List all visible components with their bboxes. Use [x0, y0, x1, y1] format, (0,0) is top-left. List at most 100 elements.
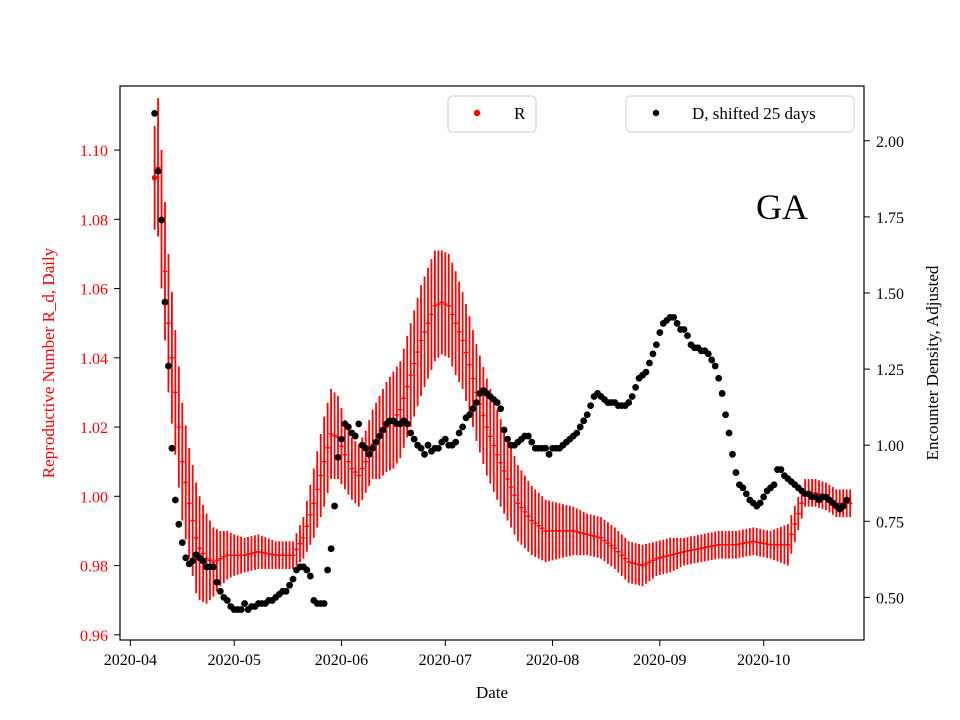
d-point	[583, 411, 591, 419]
state-label: GA	[756, 187, 808, 227]
plot-frame	[119, 85, 865, 641]
d-point	[213, 578, 221, 586]
d-point	[158, 216, 165, 224]
d-point	[493, 399, 501, 406]
d-point	[286, 581, 293, 589]
d-point	[175, 520, 183, 528]
d-point	[587, 402, 595, 410]
d-point	[711, 362, 719, 370]
legend-d-box	[625, 95, 855, 133]
y-right-tick-label: 1.25	[876, 362, 904, 379]
y-axis-right-label: Encounter Density, Adjusted	[923, 265, 942, 460]
d-point	[434, 444, 442, 452]
legend-d-label: D, shifted 25 days	[692, 104, 816, 123]
d-point	[237, 606, 245, 613]
d-point	[161, 298, 169, 306]
d-point	[756, 499, 764, 507]
d-point	[331, 502, 338, 510]
d-point	[241, 600, 248, 607]
d-series	[151, 109, 851, 613]
d-point	[417, 444, 425, 452]
d-point	[497, 405, 505, 413]
d-point	[573, 429, 581, 437]
y-left-tick-label: 1.06	[80, 282, 108, 299]
d-point	[216, 587, 224, 595]
x-tick-label: 2020-04	[104, 652, 157, 669]
legend-r: R	[447, 95, 537, 133]
d-point	[580, 417, 588, 425]
d-point	[656, 329, 664, 336]
d-point	[718, 390, 726, 397]
d-point	[182, 554, 190, 562]
y-right-tick-label: 2.00	[876, 134, 904, 151]
x-tick-label: 2020-05	[208, 652, 261, 669]
d-point	[210, 563, 217, 571]
y-left-tick-label: 0.98	[80, 559, 108, 576]
d-point	[545, 450, 553, 458]
d-point	[168, 444, 176, 452]
d-point	[355, 420, 363, 428]
d-point	[165, 362, 172, 370]
d-point	[421, 450, 428, 458]
y-right-tick-label: 1.75	[876, 210, 904, 227]
d-point	[372, 438, 380, 446]
d-point	[151, 109, 159, 117]
d-point	[725, 429, 733, 437]
d-point	[365, 450, 373, 458]
d-point	[628, 393, 636, 400]
legend-d: D, shifted 25 days	[625, 95, 855, 133]
d-point	[171, 496, 179, 504]
d-point	[777, 466, 785, 473]
d-point	[504, 435, 511, 443]
x-tick-label: 2020-07	[419, 652, 472, 669]
d-point	[410, 435, 418, 443]
d-point	[351, 432, 359, 440]
d-point	[760, 493, 768, 501]
d-point	[739, 484, 747, 492]
d-point	[344, 423, 352, 431]
d-point	[376, 432, 383, 440]
d-point	[154, 167, 162, 175]
d-point	[407, 429, 415, 437]
d-point	[684, 332, 691, 340]
d-point	[324, 566, 332, 574]
d-point	[455, 429, 463, 437]
d-point	[469, 405, 477, 413]
d-point	[306, 572, 314, 580]
y-right-tick-label: 0.75	[876, 514, 904, 531]
d-point	[642, 368, 650, 376]
d-point	[542, 444, 550, 452]
d-point	[369, 444, 377, 452]
y-left-tick-label: 0.96	[80, 628, 108, 645]
d-point	[715, 374, 723, 382]
d-point	[338, 435, 345, 443]
d-point	[704, 350, 712, 358]
d-point	[327, 545, 335, 553]
y-right-tick-label: 1.00	[876, 438, 904, 455]
d-point	[459, 423, 466, 431]
d-point	[742, 490, 750, 498]
d-point	[303, 566, 311, 574]
d-point	[729, 450, 736, 458]
d-point	[223, 597, 231, 604]
y-right-tick-label: 1.50	[876, 286, 904, 303]
d-point	[379, 426, 387, 434]
y-axis-left-label: Reproductive Number R_d, Daily	[39, 247, 58, 478]
d-point	[576, 423, 584, 431]
d-point	[625, 399, 633, 406]
y-axis-left: 0.96 0.98 1.00 1.02 1.04 1.06 1.08 1.10	[80, 143, 120, 645]
plot-area	[151, 98, 853, 613]
legend-r-marker	[473, 109, 481, 117]
y-left-tick-label: 1.00	[80, 489, 108, 506]
x-axis-label: Date	[476, 683, 508, 702]
x-tick-label: 2020-09	[633, 652, 686, 669]
d-point	[199, 557, 207, 565]
d-point	[320, 600, 328, 607]
d-point	[524, 432, 532, 440]
y-left-tick-label: 1.10	[80, 143, 108, 160]
y-left-tick-label: 1.02	[80, 420, 108, 437]
d-point	[189, 557, 197, 565]
d-point	[722, 411, 729, 419]
d-point	[334, 453, 342, 461]
